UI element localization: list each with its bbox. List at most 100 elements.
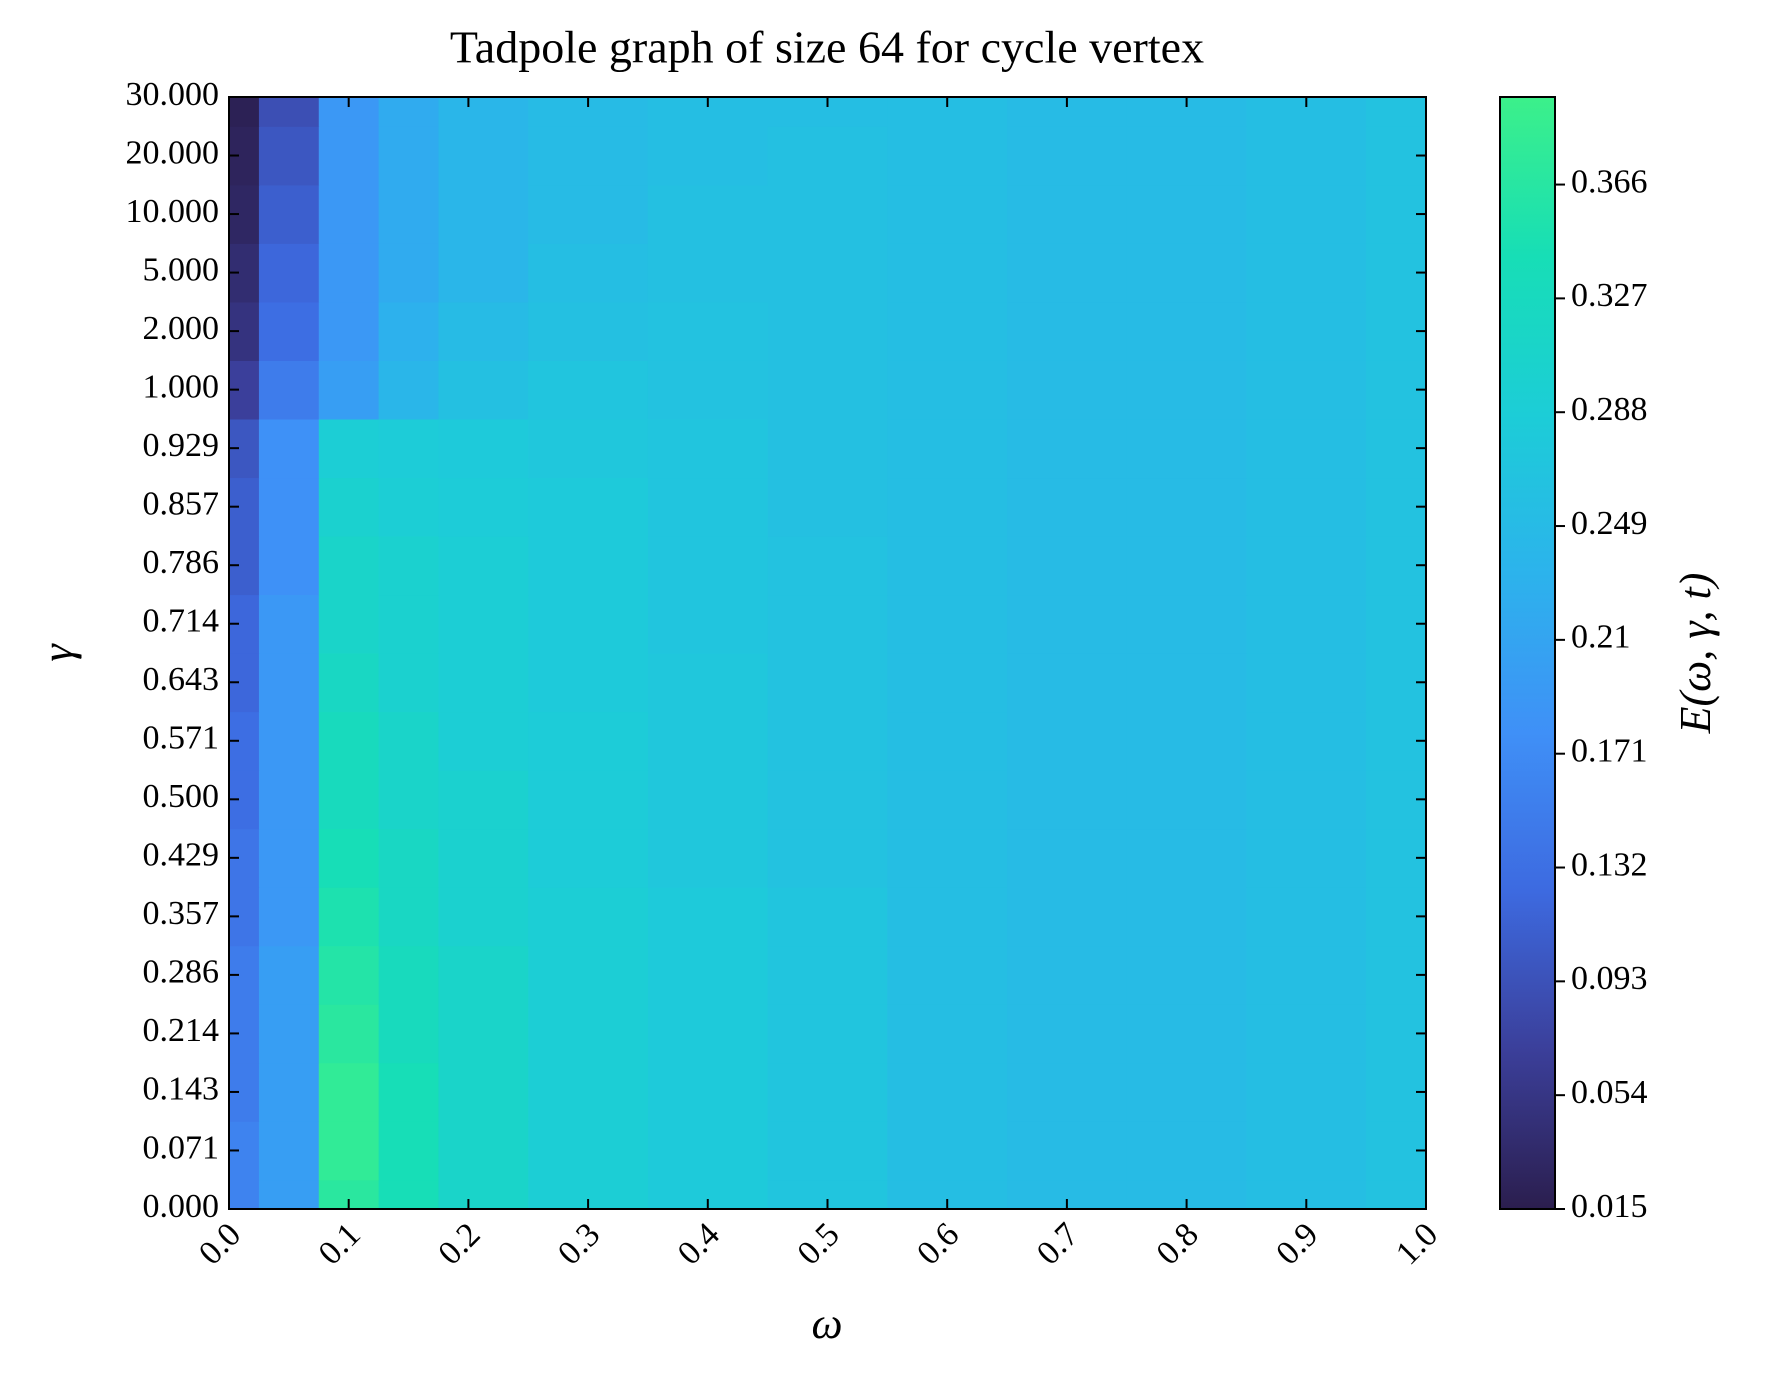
- heatmap-cell: [647, 594, 769, 654]
- heatmap-cell: [767, 828, 888, 888]
- y-tick-label: 0.071: [143, 1129, 220, 1166]
- heatmap-cell: [528, 770, 649, 830]
- heatmap-cell: [1366, 97, 1427, 127]
- heatmap-cell: [1126, 711, 1248, 771]
- heatmap-cell: [1007, 711, 1128, 771]
- heatmap-cell: [318, 828, 380, 888]
- heatmap-cell: [258, 126, 320, 186]
- heatmap-cell: [1246, 360, 1367, 420]
- heatmap-cell: [767, 887, 888, 947]
- heatmap-cell: [1366, 1179, 1427, 1210]
- heatmap-cell: [258, 360, 320, 420]
- heatmap-cell: [528, 828, 649, 888]
- heatmap-cell: [1246, 711, 1367, 771]
- x-tick-label: 0.4: [671, 1216, 727, 1272]
- heatmap-cell: [1126, 1004, 1248, 1064]
- heatmap-cell: [767, 1121, 888, 1181]
- heatmap-cell: [318, 1121, 380, 1181]
- y-tick-label: 0.500: [143, 778, 220, 815]
- heatmap-cell: [887, 594, 1008, 654]
- heatmap-cell: [1007, 594, 1128, 654]
- heatmap-cell: [438, 711, 529, 771]
- heatmap-cell: [318, 945, 380, 1005]
- heatmap-cell: [1126, 887, 1248, 947]
- heatmap-cell: [1246, 243, 1367, 303]
- heatmap-cell: [1007, 418, 1128, 479]
- heatmap-cell: [528, 1004, 649, 1064]
- heatmap-cell: [378, 97, 440, 127]
- colorbar-label: E(ω, γ, t): [1671, 573, 1720, 735]
- heatmap-cell: [258, 1121, 320, 1181]
- heatmap-cell: [767, 535, 888, 596]
- heatmap-cell: [258, 243, 320, 303]
- x-tick-label: 0.5: [790, 1216, 846, 1272]
- x-tick-label: 0.6: [910, 1216, 966, 1272]
- heatmap-cell: [438, 535, 529, 596]
- heatmap-cell: [1246, 594, 1367, 654]
- heatmap-cell: [887, 1121, 1008, 1181]
- heatmap-cell: [229, 97, 260, 127]
- colorbar-tick-label: 0.171: [1571, 732, 1648, 769]
- heatmap-cell: [318, 887, 380, 947]
- heatmap-cell: [1126, 1121, 1248, 1181]
- heatmap-cell: [1126, 184, 1248, 244]
- heatmap-cell: [528, 535, 649, 596]
- x-tick-label: 0.2: [431, 1216, 487, 1272]
- heatmap-cell: [378, 711, 440, 771]
- heatmap-cell: [647, 828, 769, 888]
- heatmap-cell: [1007, 535, 1128, 596]
- heatmap-cell: [1007, 126, 1128, 186]
- heatmap-cell: [438, 1121, 529, 1181]
- heatmap-cell: [767, 770, 888, 830]
- x-tick-label: 0.3: [551, 1216, 607, 1272]
- heatmap-cell: [647, 184, 769, 244]
- heatmap-cell: [1126, 594, 1248, 654]
- heatmap-cell: [528, 184, 649, 244]
- heatmap-cell: [258, 770, 320, 830]
- heatmap-cell: [647, 126, 769, 186]
- heatmap-cell: [318, 770, 380, 830]
- y-tick-label: 0.571: [143, 720, 220, 757]
- heatmap-cell: [887, 418, 1008, 479]
- heatmap-cell: [767, 594, 888, 654]
- heatmap-cell: [887, 770, 1008, 830]
- y-tick-label: 0.786: [143, 544, 220, 581]
- heatmap-cell: [258, 945, 320, 1005]
- heatmap-cell: [887, 360, 1008, 420]
- y-tick-label: 30.000: [126, 76, 220, 113]
- heatmap-cell: [887, 1062, 1008, 1122]
- heatmap-cell: [378, 535, 440, 596]
- heatmap-cell: [1007, 887, 1128, 947]
- heatmap-cell: [258, 1004, 320, 1064]
- heatmap-cell: [438, 301, 529, 361]
- heatmap-cell: [887, 1004, 1008, 1064]
- heatmap-cell: [378, 1062, 440, 1122]
- heatmap-cell: [767, 184, 888, 244]
- heatmap-cell: [318, 1062, 380, 1122]
- heatmap-cell: [1126, 243, 1248, 303]
- y-tick-label: 0.286: [143, 954, 220, 991]
- heatmap-cell: [378, 770, 440, 830]
- heatmap-cell: [1246, 301, 1367, 361]
- heatmap-cell: [887, 535, 1008, 596]
- heatmap-cell: [1007, 1062, 1128, 1122]
- heatmap-cell: [887, 945, 1008, 1005]
- heatmap-cell: [1246, 945, 1367, 1005]
- heatmap-cell: [438, 887, 529, 947]
- heatmap-cell: [438, 945, 529, 1005]
- heatmap-cell: [1007, 360, 1128, 420]
- heatmap-cell: [318, 126, 380, 186]
- heatmap-cell: [1007, 301, 1128, 361]
- y-axis-label: γ: [33, 643, 82, 662]
- heatmap-cell: [647, 301, 769, 361]
- heatmap-cell: [378, 418, 440, 479]
- heatmap-cell: [647, 243, 769, 303]
- x-tick-label: 0.7: [1030, 1216, 1086, 1272]
- y-tick-label: 0.429: [143, 837, 220, 874]
- heatmap-cell: [1246, 770, 1367, 830]
- heatmap-cell: [647, 653, 769, 713]
- colorbar-tick-label: 0.366: [1571, 163, 1648, 200]
- heatmap-cell: [438, 653, 529, 713]
- heatmap-cell: [887, 477, 1008, 537]
- heatmap-cell: [438, 828, 529, 888]
